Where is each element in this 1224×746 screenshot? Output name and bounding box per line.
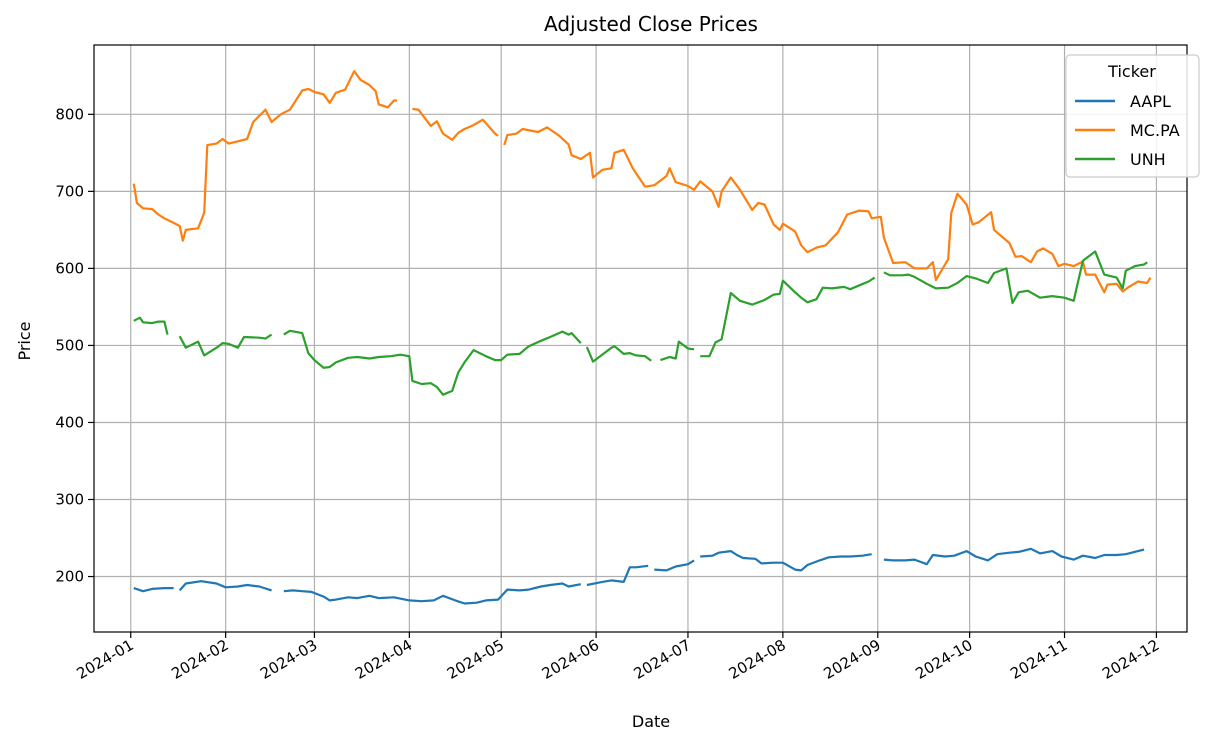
series-line-segment [283,582,582,605]
series-mc-pa [132,70,1152,294]
series-line-segment [883,547,1145,566]
series-lines [132,70,1152,605]
legend-items: AAPL MC.PA UNH [1075,92,1180,169]
x-axis-title: Date [632,712,670,731]
y-axis-ticks: 200 300 400 500 600 700 800 [55,105,94,586]
series-line-segment [585,345,652,363]
series-line-segment [178,333,273,357]
series-line-segment [133,316,169,335]
legend-title: Ticker [1107,62,1156,81]
legend-label: AAPL [1130,92,1171,111]
legend-label: UNH [1130,150,1166,169]
series-line-segment [132,70,398,242]
legend-box [1065,54,1200,178]
y-tick-label: 200 [55,568,84,586]
y-tick-label: 400 [55,413,84,431]
series-line-segment [883,250,1148,305]
chart-title: Adjusted Close Prices [544,12,758,36]
series-line-segment [586,564,649,587]
legend-label: MC.PA [1130,121,1180,140]
series-line-segment [700,276,876,358]
series-unh [133,250,1148,396]
series-line-segment [700,549,872,572]
series-line-segment [133,586,174,593]
series-line-segment [654,559,695,572]
series-line-segment [503,126,1152,294]
y-tick-label: 500 [55,336,84,354]
y-tick-label: 600 [55,259,84,277]
series-line-segment [178,580,272,592]
legend: Ticker AAPL MC.PA UNH [1065,54,1200,178]
series-line-segment [283,329,582,396]
y-tick-label: 800 [55,105,84,123]
series-line-segment [660,340,695,362]
plot-frame [93,44,1188,633]
series-line-segment [412,107,499,141]
y-axis-title: Price [15,321,34,360]
series-aapl [133,547,1145,605]
y-tick-label: 700 [55,182,84,200]
y-tick-label: 300 [55,491,84,509]
